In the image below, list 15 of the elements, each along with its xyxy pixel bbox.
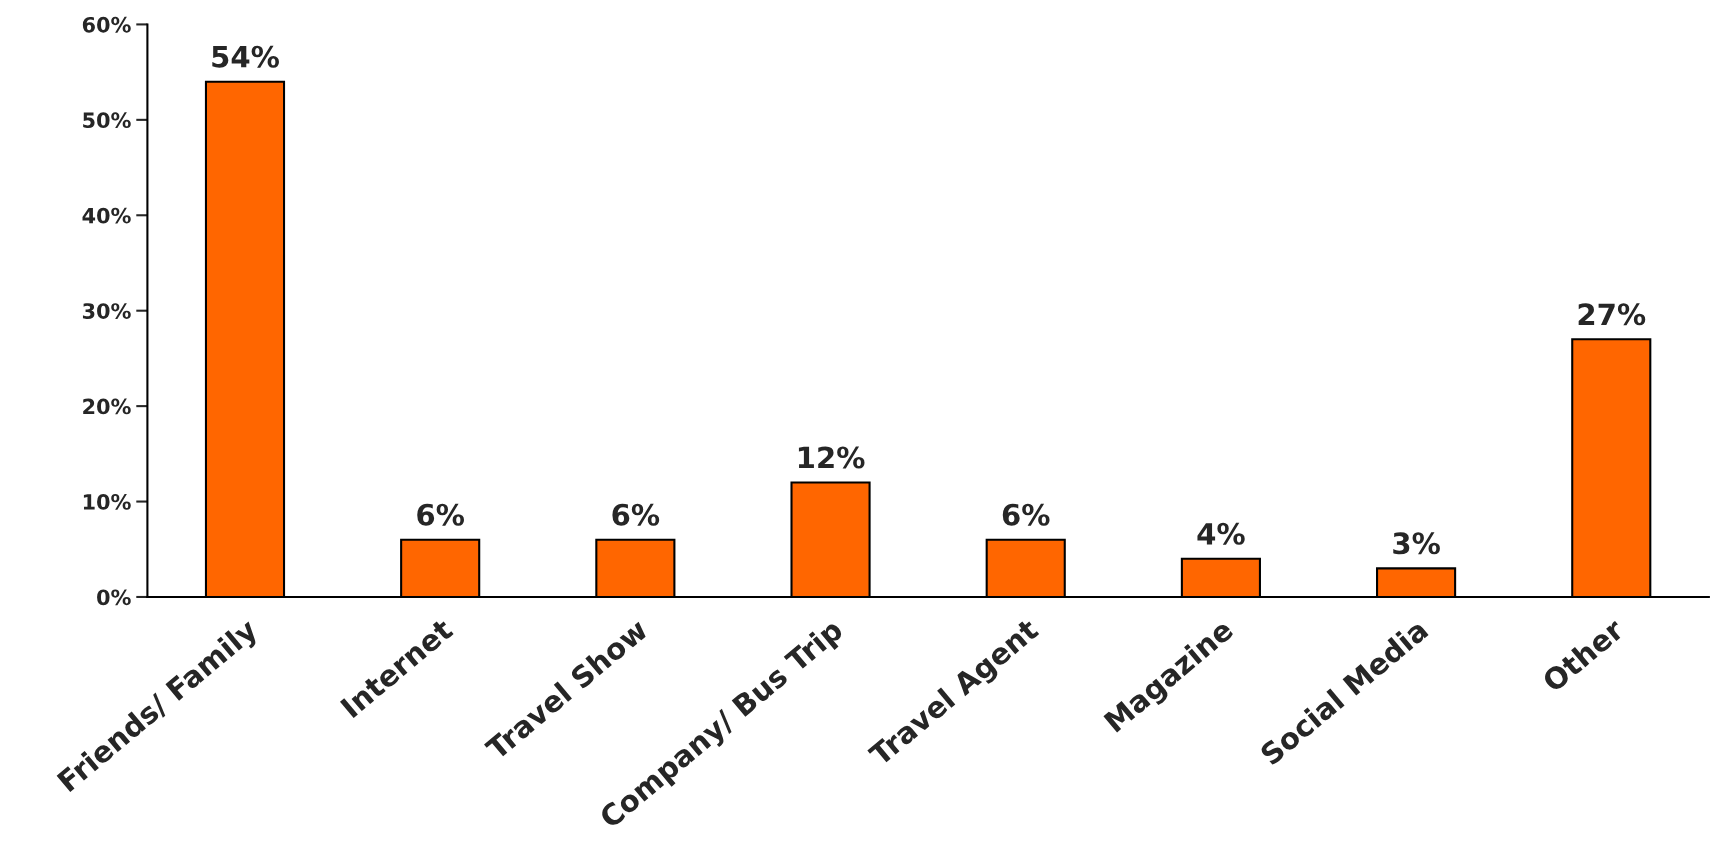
data-label: 27% bbox=[1578, 303, 1646, 326]
y-tick-label: 60% bbox=[82, 16, 131, 33]
y-tick-label: 20% bbox=[83, 398, 131, 415]
y-tick-label: 40% bbox=[82, 207, 131, 224]
data-label: 6% bbox=[417, 503, 465, 526]
data-label: 12% bbox=[798, 446, 865, 469]
data-label: 54% bbox=[212, 45, 279, 68]
y-tick-label: 10% bbox=[83, 494, 131, 510]
y-tick-label: 50% bbox=[83, 112, 131, 129]
data-label: 6% bbox=[1002, 503, 1050, 526]
y-tick-label: 0% bbox=[97, 589, 131, 606]
data-label: 4% bbox=[1197, 522, 1245, 545]
data-label: 6% bbox=[612, 503, 660, 526]
y-tick-label: 30% bbox=[82, 303, 131, 319]
data-label: 3% bbox=[1393, 532, 1440, 555]
